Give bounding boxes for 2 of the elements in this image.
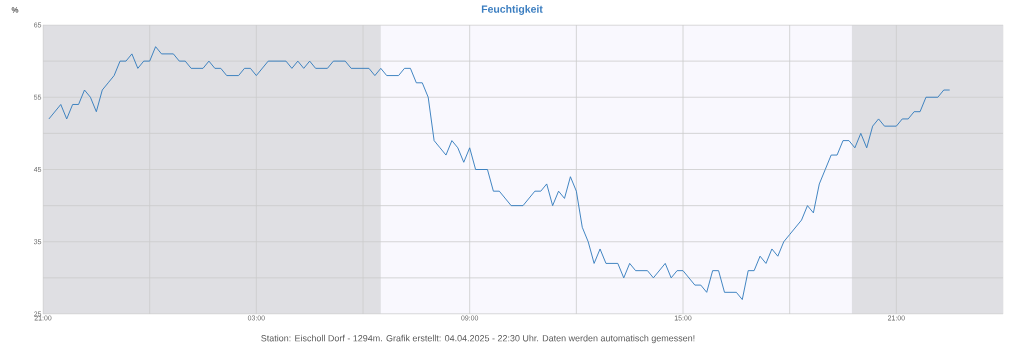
text: Station: Eischoll Dorf - 1294m. Grafik erstellt: 04.04.2025 - 22:30 Uhr. Daten werden automatisch gemessen! [261, 334, 695, 344]
chart-title: Feuchtigkeit [481, 5, 543, 15]
